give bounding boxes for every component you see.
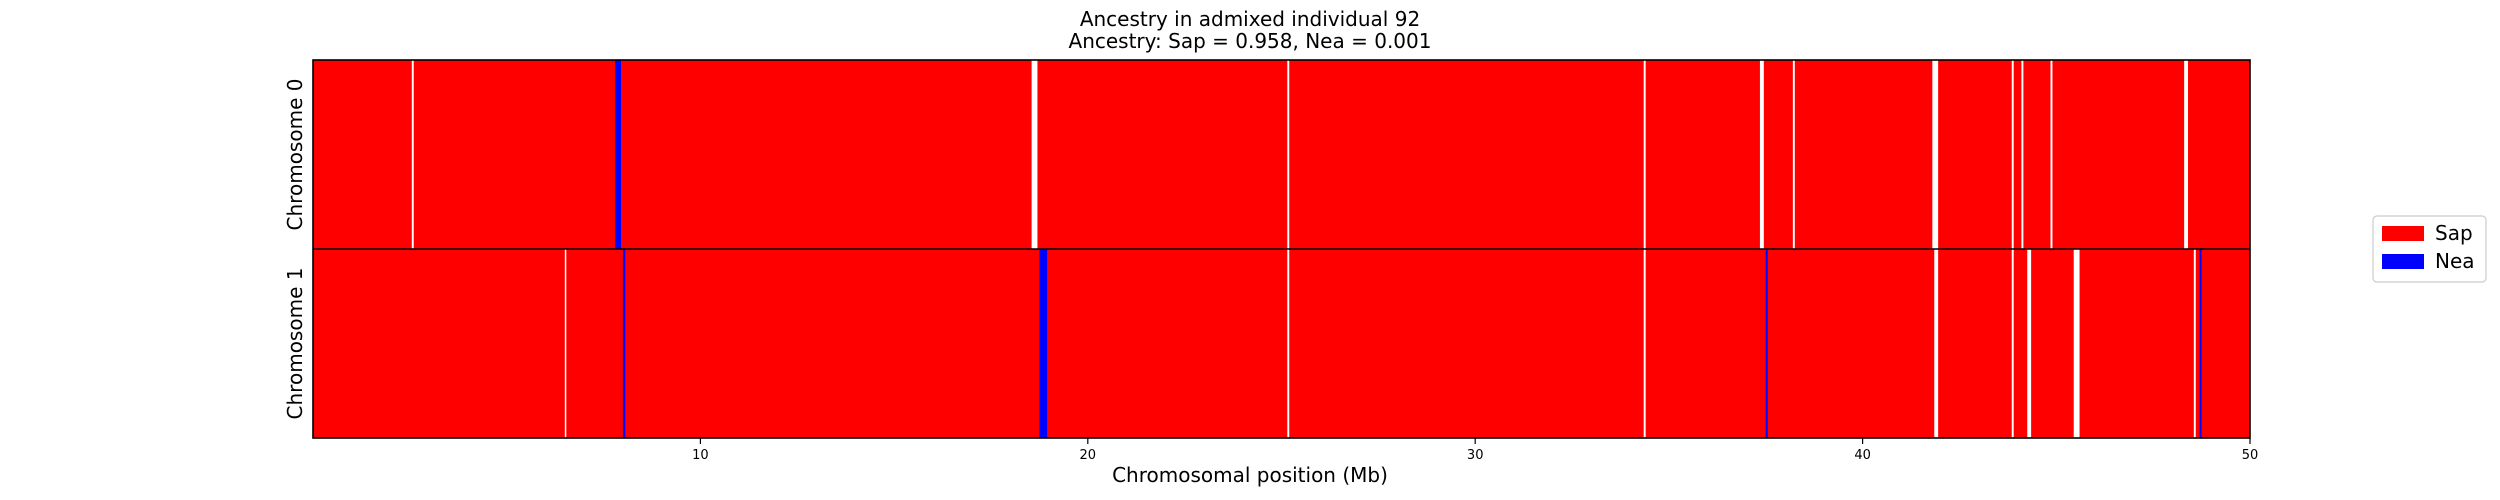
gap-segment bbox=[1643, 60, 1646, 249]
gap-segment bbox=[2193, 249, 2196, 438]
plot-frame bbox=[312, 59, 2251, 439]
gap-segment bbox=[1934, 249, 1939, 438]
row-base-segment bbox=[313, 60, 2250, 249]
gap-segment bbox=[2073, 249, 2080, 438]
x-axis-label: Chromosomal position (Mb) bbox=[1112, 463, 1388, 487]
chromosome-row bbox=[313, 60, 2250, 249]
gap-segment bbox=[2021, 60, 2024, 249]
ancestry-segment-nea bbox=[1039, 249, 1048, 438]
gap-segment bbox=[2011, 60, 2014, 249]
x-tick-label: 50 bbox=[2242, 448, 2259, 463]
gap-segment bbox=[1643, 249, 1646, 438]
row-label: Chromosome 0 bbox=[283, 79, 307, 231]
row-base-segment bbox=[313, 249, 2250, 438]
ancestry-segment-nea bbox=[1765, 249, 1768, 438]
ancestry-segment-nea bbox=[2199, 249, 2202, 438]
gap-segment bbox=[2027, 249, 2032, 438]
legend-swatch-sap bbox=[2382, 226, 2424, 241]
gap-segment bbox=[1031, 60, 1038, 249]
gap-segment bbox=[1287, 249, 1290, 438]
row-label: Chromosome 1 bbox=[283, 268, 307, 420]
legend-label-nea: Nea bbox=[2435, 249, 2475, 273]
gap-segment bbox=[1759, 60, 1764, 249]
gap-segment bbox=[411, 60, 414, 249]
x-tick-label: 20 bbox=[1080, 448, 1097, 463]
gap-segment bbox=[2050, 60, 2053, 249]
x-tick-label: 10 bbox=[692, 448, 709, 463]
x-tick-label: 30 bbox=[1467, 448, 1484, 463]
legend-label-sap: Sap bbox=[2435, 221, 2473, 245]
legend-swatch-nea bbox=[2382, 254, 2424, 269]
chart-title: Ancestry in admixed individual 92 bbox=[1080, 7, 1420, 31]
chromosome-row bbox=[313, 249, 2250, 438]
x-tick-label: 40 bbox=[1854, 448, 1871, 463]
gap-segment bbox=[564, 249, 567, 438]
ancestry-segment-nea bbox=[622, 249, 626, 438]
chart-subtitle: Ancestry: Sap = 0.958, Nea = 0.001 bbox=[1069, 29, 1432, 53]
gap-segment bbox=[1287, 60, 1290, 249]
gap-segment bbox=[2184, 60, 2189, 249]
gap-segment bbox=[1792, 60, 1795, 249]
gap-segment bbox=[2011, 249, 2014, 438]
gap-segment bbox=[1932, 60, 1939, 249]
ancestry-segment-nea bbox=[615, 60, 621, 249]
